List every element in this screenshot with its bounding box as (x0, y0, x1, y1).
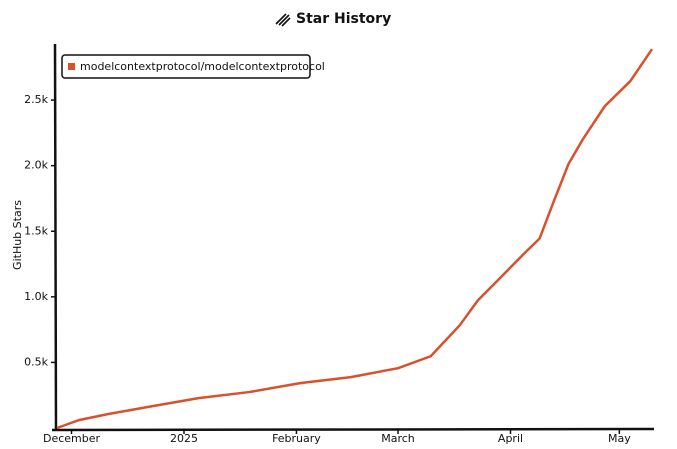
y-tick-label: 1.5k (24, 224, 48, 237)
x-tick-label: March (381, 432, 415, 445)
legend-box (61, 54, 311, 79)
y-axis-label: GitHub Stars (11, 200, 24, 270)
y-axis (53, 43, 58, 432)
x-tick-label: April (498, 432, 523, 445)
x-axis (51, 427, 655, 432)
chart-title: Star History (296, 11, 391, 27)
series-line (56, 48, 654, 430)
x-tick-label: February (272, 432, 321, 445)
x-tick-label: 2025 (170, 432, 198, 445)
legend-swatch (68, 63, 75, 70)
y-tick-label: 2.5k (24, 93, 48, 106)
y-tick-label: 0.5k (24, 355, 48, 368)
legend-label: modelcontextprotocol/modelcontextprotoco… (80, 60, 325, 73)
y-tick-label: 1.0k (24, 290, 48, 303)
x-tick-label: May (608, 432, 631, 445)
title-icon (275, 13, 291, 27)
x-tick-label: December (43, 432, 101, 445)
y-tick-label: 2.0k (24, 159, 48, 172)
